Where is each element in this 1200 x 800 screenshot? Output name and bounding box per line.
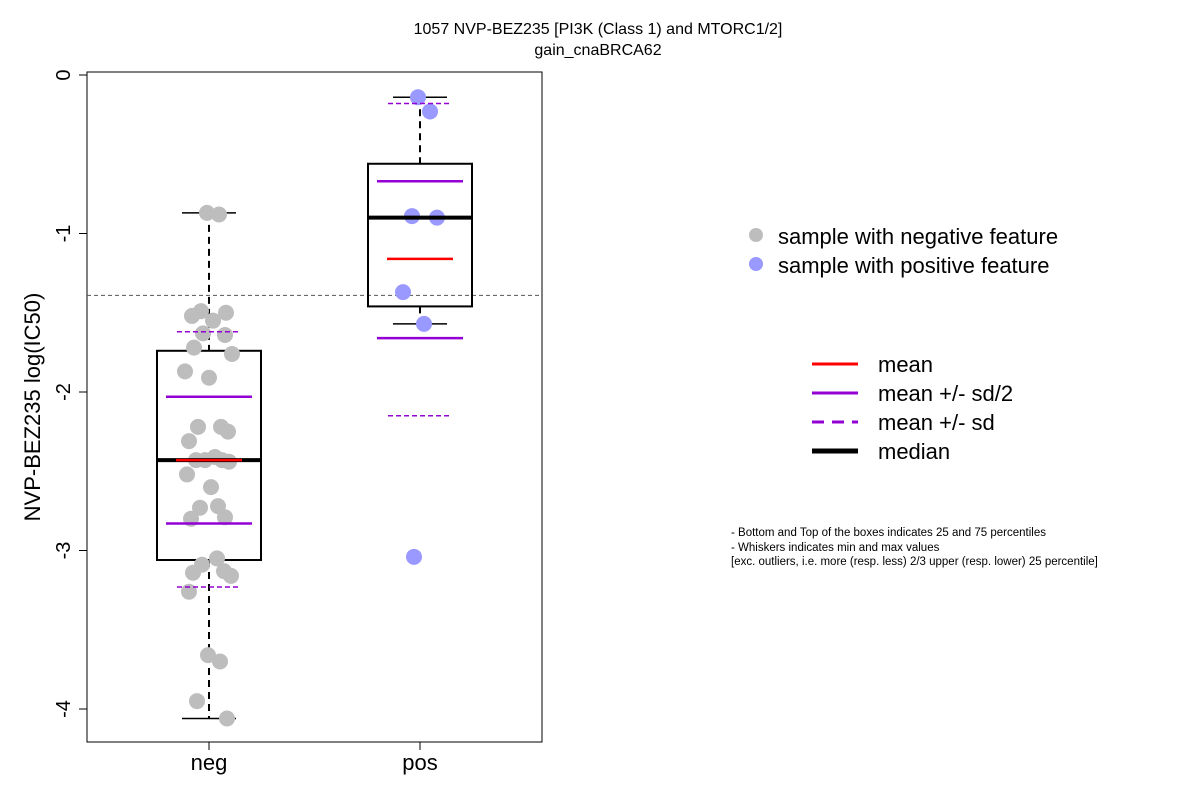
data-point [209,550,225,567]
data-point [177,363,193,380]
note-line-2: - Whiskers indicates min and max values [731,542,940,554]
data-point [203,479,219,496]
legend-points: sample with negative feature sample with… [749,224,1058,278]
data-point [181,583,197,600]
box [156,349,262,562]
data-point [217,326,233,343]
notes: - Bottom and Top of the boxes indicates … [731,527,1098,568]
plot-frame [86,71,543,743]
data-point [395,284,411,301]
y-axis-label: NVP-BEZ235 log(IC50) [20,293,45,522]
x-tick-label: neg [191,750,228,775]
chart-subtitle: gain_cnaBRCA62 [534,42,661,59]
data-point [416,315,432,332]
data-point [406,548,422,565]
data-point [211,206,227,223]
legend-mean-label: mean [878,352,933,377]
legend-median-label: median [878,439,950,464]
data-point [185,564,201,581]
data-point [223,567,239,584]
data-point [205,312,221,329]
group-pos [367,89,473,565]
y-tick-label: 0 [53,69,75,80]
data-point [220,423,236,440]
data-point [195,325,211,342]
data-point [199,204,215,221]
box [367,162,473,308]
data-point [219,710,235,727]
legend-lines: mean mean +/- sd/2 mean +/- sd median [812,352,1013,464]
legend-sd-label: mean +/- sd [878,410,995,435]
data-point [190,418,206,435]
y-tick-label: -4 [53,700,75,718]
legend-neg-label: sample with negative feature [778,224,1058,249]
legend-half-sd-label: mean +/- sd/2 [878,381,1013,406]
data-point [181,433,197,450]
plot-area: 0 -1 -2 -3 -4 neg pos [53,69,543,775]
data-point [224,345,240,362]
data-point [410,89,426,106]
data-point [201,369,217,386]
legend-pos-marker [749,257,763,271]
data-point [189,693,205,710]
data-point [217,509,233,526]
data-point [184,307,200,324]
group-neg [156,204,262,727]
y-tick-label: -3 [53,542,75,560]
data-point [200,647,216,664]
data-point [212,653,228,670]
legend-pos-label: sample with positive feature [778,253,1049,278]
data-point [218,304,234,321]
y-tick-label: -2 [53,383,75,401]
note-line-1: - Bottom and Top of the boxes indicates … [731,527,1046,539]
note-line-3: [exc. outliers, i.e. more (resp. less) 2… [731,556,1098,568]
y-tick-label: -1 [53,225,75,243]
data-point [192,499,208,516]
x-tick-label: pos [402,750,437,775]
data-point [186,339,202,356]
chart-title: 1057 NVP-BEZ235 [PI3K (Class 1) and MTOR… [414,21,783,38]
legend-neg-marker [749,228,763,242]
data-point [422,103,438,120]
data-point [179,466,195,483]
